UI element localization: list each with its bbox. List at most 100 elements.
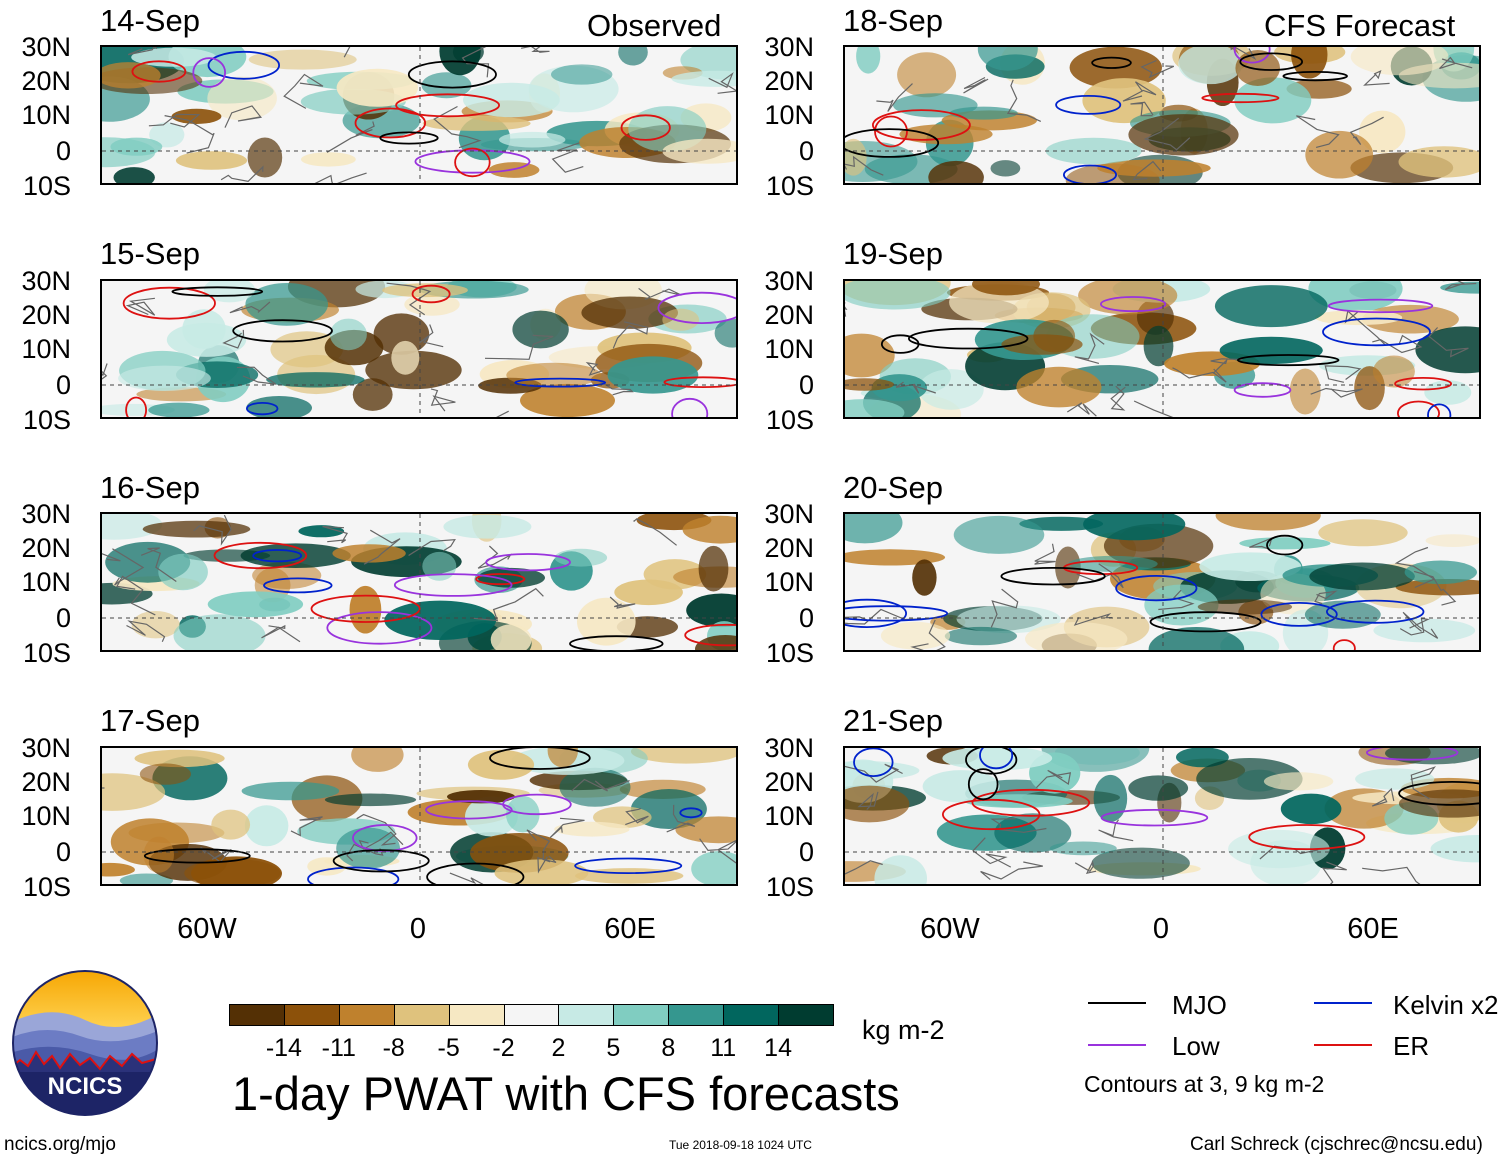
legend-line-er (1314, 1044, 1372, 1046)
footer-timestamp: Tue 2018-09-18 1024 UTC (669, 1138, 812, 1152)
lat-label: 0 (55, 837, 71, 867)
lat-label: 30N (21, 733, 71, 763)
map-field (102, 47, 736, 183)
colorbar-tick-label: 2 (551, 1034, 566, 1062)
lat-label: 0 (55, 603, 71, 633)
map-field (102, 281, 736, 417)
map-field (845, 47, 1479, 183)
colorbar-units: kg m-2 (862, 1015, 945, 1045)
panel-date: 20-Sep (843, 470, 943, 505)
panel-date: 15-Sep (100, 236, 200, 271)
colorbar-tick-label: -8 (382, 1034, 405, 1062)
lat-label: 30N (764, 733, 814, 763)
map-field (102, 514, 736, 650)
lat-label: 20N (21, 66, 71, 96)
lat-label: 20N (21, 767, 71, 797)
lat-label: 10S (22, 405, 71, 435)
colorbar-tick-label: 11 (710, 1034, 737, 1062)
lat-label: 30N (21, 32, 71, 62)
forecast-label: CFS Forecast (1264, 8, 1456, 43)
legend-label-mjo: MJO (1172, 990, 1227, 1020)
legend-line-low (1088, 1044, 1146, 1046)
lat-label: 10N (764, 801, 814, 831)
map-field (845, 281, 1479, 417)
figure-title: 1-day PWAT with CFS forecasts (232, 1067, 900, 1120)
legend-label-er: ER (1393, 1031, 1430, 1061)
lat-label: 10N (764, 567, 814, 597)
lon-label: 60E (604, 913, 656, 945)
colorbar-tick-label: 8 (661, 1034, 676, 1062)
ncics-logo: NCICS (10, 968, 160, 1118)
lat-label: 10S (765, 872, 814, 902)
lat-label: 20N (764, 767, 814, 797)
lat-label: 10S (765, 638, 814, 668)
lat-label: 30N (21, 499, 71, 529)
logo-text: NCICS (48, 1073, 123, 1100)
lat-label: 20N (764, 533, 814, 563)
colorbar-swatch (283, 1004, 340, 1026)
lat-label: 0 (798, 837, 814, 867)
lon-label: 0 (409, 913, 427, 945)
colorbar-ticks: -14 -11 -8 -5 -2 2 5 8 11 14 (229, 1036, 833, 1066)
colorbar-swatch (558, 1004, 615, 1026)
colorbar-tick-label: 14 (764, 1034, 792, 1062)
colorbar-swatch (229, 1004, 285, 1026)
colorbar-tick-label: -11 (321, 1034, 356, 1062)
colorbar-tick-label: -14 (265, 1034, 302, 1062)
panel-date: 21-Sep (843, 703, 943, 738)
map-panel-18-sep (843, 45, 1481, 185)
lon-label: 60W (920, 913, 980, 945)
lon-label: 60E (1347, 913, 1399, 945)
legend-line-mjo (1088, 1002, 1146, 1004)
contour-legend: MJO Kelvin x2 Low ER (1088, 990, 1508, 1090)
lat-label: 0 (798, 136, 814, 166)
panel-date: 16-Sep (100, 470, 200, 505)
map-field (102, 748, 736, 884)
lat-label: 20N (764, 300, 814, 330)
lat-label: 10N (21, 334, 71, 364)
colorbar-swatch (338, 1004, 395, 1026)
colorbar (229, 1004, 834, 1028)
lat-label: 20N (764, 66, 814, 96)
colorbar-swatch (613, 1004, 670, 1026)
lat-label: 10N (21, 801, 71, 831)
lat-label: 0 (798, 603, 814, 633)
map-panel-20-sep (843, 512, 1481, 652)
ncics-logo-graphic: NCICS (12, 970, 158, 1116)
lon-label: 0 (1152, 913, 1170, 945)
lat-label: 10S (22, 171, 71, 201)
colorbar-tick-label: -5 (437, 1034, 460, 1062)
lat-label: 30N (764, 32, 814, 62)
lat-label: 10S (765, 171, 814, 201)
lat-label: 10N (21, 567, 71, 597)
map-field (845, 748, 1479, 884)
lat-label: 10S (765, 405, 814, 435)
panel-date: 18-Sep (843, 3, 943, 38)
lat-label: 10S (22, 872, 71, 902)
colorbar-swatch (723, 1004, 780, 1026)
lat-label: 30N (21, 266, 71, 296)
map-panel-17-sep (100, 746, 738, 886)
map-field (845, 514, 1479, 650)
contour-note: Contours at 3, 9 kg m-2 (1084, 1071, 1325, 1097)
panel-date: 17-Sep (100, 703, 200, 738)
colorbar-swatch (448, 1004, 505, 1026)
lat-label: 10N (764, 100, 814, 130)
lat-label: 30N (764, 266, 814, 296)
colorbar-swatch (503, 1004, 560, 1026)
colorbar-swatch (393, 1004, 450, 1026)
lat-label: 20N (21, 533, 71, 563)
panel-date: 19-Sep (843, 236, 943, 271)
colorbar-swatch (778, 1004, 834, 1026)
map-panel-14-sep (100, 45, 738, 185)
lat-label: 10N (764, 334, 814, 364)
map-panel-21-sep (843, 746, 1481, 886)
map-panel-16-sep (100, 512, 738, 652)
legend-label-low: Low (1172, 1031, 1220, 1061)
lat-label: 0 (55, 370, 71, 400)
footer-url: ncics.org/mjo (4, 1134, 116, 1155)
lat-label: 0 (798, 370, 814, 400)
colorbar-swatch (668, 1004, 725, 1026)
lat-label: 10N (21, 100, 71, 130)
lat-label: 10S (22, 638, 71, 668)
